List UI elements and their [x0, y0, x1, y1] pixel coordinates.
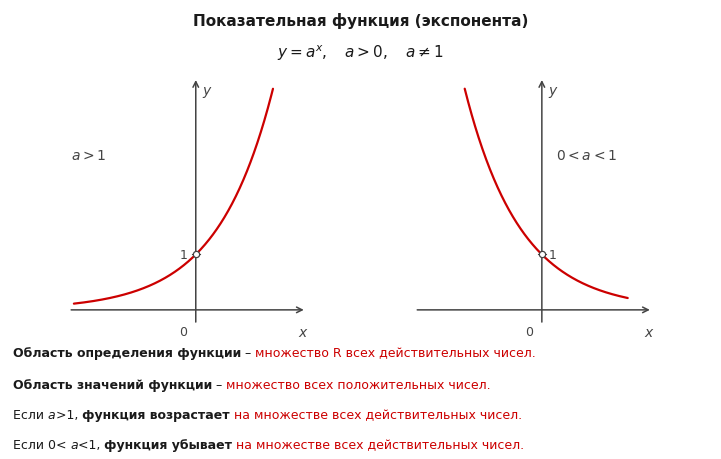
- Text: Если: Если: [13, 409, 48, 421]
- Text: –: –: [212, 379, 226, 392]
- Text: y: y: [549, 84, 557, 97]
- Text: 1: 1: [549, 248, 557, 262]
- Text: >1,: >1,: [56, 409, 82, 421]
- Text: функция убывает: функция убывает: [105, 438, 232, 451]
- Text: $a>1$: $a>1$: [71, 148, 106, 162]
- Text: на множестве всех действительных чисел.: на множестве всех действительных чисел.: [229, 409, 522, 421]
- Text: $y = a^x, \quad a > 0, \quad a \neq 1$: $y = a^x, \quad a > 0, \quad a \neq 1$: [278, 44, 443, 63]
- Text: Область значений функции: Область значений функции: [13, 379, 212, 392]
- Text: Если 0<: Если 0<: [13, 438, 71, 451]
- Text: Область определения функции: Область определения функции: [13, 347, 242, 359]
- Text: на множестве всех действительных чисел.: на множестве всех действительных чисел.: [232, 438, 525, 451]
- Text: функция возрастает: функция возрастает: [82, 409, 229, 421]
- Text: Показательная функция (экспонента): Показательная функция (экспонента): [193, 13, 528, 29]
- Text: 1: 1: [180, 248, 187, 262]
- Text: 0: 0: [180, 326, 187, 339]
- Text: 0: 0: [526, 326, 534, 339]
- Text: a: a: [48, 409, 56, 421]
- Text: множество R всех действительных чисел.: множество R всех действительных чисел.: [255, 347, 536, 359]
- Text: x: x: [644, 326, 653, 340]
- Text: x: x: [298, 326, 306, 340]
- Text: <1,: <1,: [78, 438, 105, 451]
- Text: y: y: [203, 84, 211, 97]
- Text: $0<a<1$: $0<a<1$: [556, 148, 616, 162]
- Text: множество всех положительных чисел.: множество всех положительных чисел.: [226, 379, 491, 392]
- Text: –: –: [242, 347, 255, 359]
- Text: a: a: [71, 438, 78, 451]
